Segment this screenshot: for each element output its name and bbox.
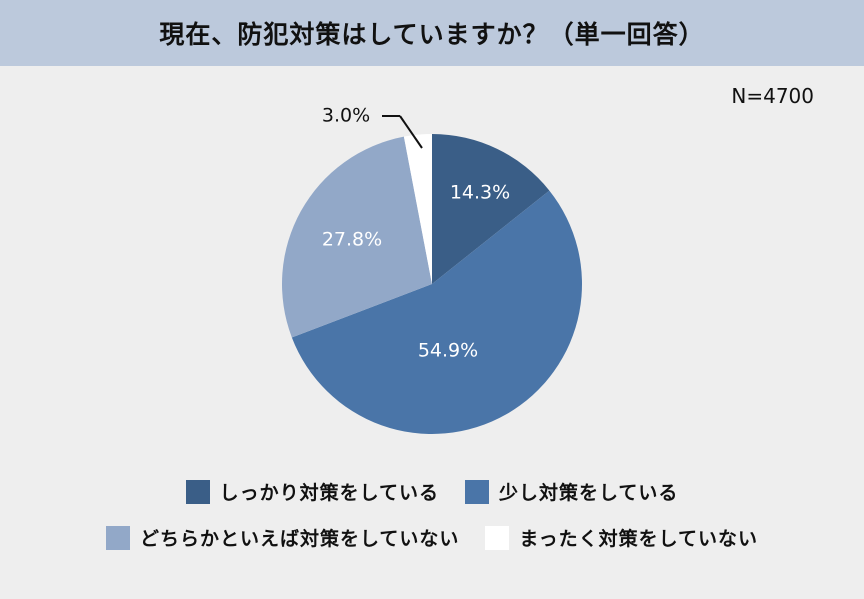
slice-value-label: 54.9% (418, 340, 478, 362)
pie-slice (291, 190, 582, 434)
pie-slice (432, 134, 550, 284)
legend-swatch (105, 525, 130, 550)
legend-item: 少し対策をしている (465, 478, 678, 505)
legend-label: 少し対策をしている (499, 482, 679, 504)
legend-item: しっかり対策をしている (185, 478, 439, 505)
leader-line (399, 115, 423, 149)
legend-label: しっかり対策をしている (219, 482, 439, 504)
legend-item: どちらかといえば対策をしていない (105, 524, 460, 551)
slice-value-label: 3.0% (322, 105, 370, 127)
sample-size-label: N=4700 (731, 84, 814, 108)
slice-value-label: 14.3% (450, 182, 510, 204)
legend-label: まったく対策をしていない (519, 528, 759, 550)
chart-header: 現在、防犯対策はしていますか？（単一回答） (0, 0, 864, 66)
chart-title: 現在、防犯対策はしていますか？（単一回答） (159, 20, 705, 49)
pie-slices (281, 134, 582, 434)
legend-swatch (465, 479, 489, 504)
slice-value-label: 27.8% (322, 229, 382, 251)
legend-row-1: しっかり対策をしている 少し対策をしている (0, 478, 864, 505)
legend-item: まったく対策をしていない (485, 524, 758, 551)
legend-row-2: どちらかといえば対策をしていない まったく対策をしていない (0, 524, 864, 551)
pie-slice (281, 136, 432, 338)
legend-swatch (485, 525, 510, 550)
legend-swatch (185, 479, 210, 504)
legend-label: どちらかといえば対策をしていない (139, 528, 460, 550)
pie-labels: 14.3% 54.9% 27.8% 3.0% (322, 105, 510, 362)
pie-slice (403, 134, 432, 284)
